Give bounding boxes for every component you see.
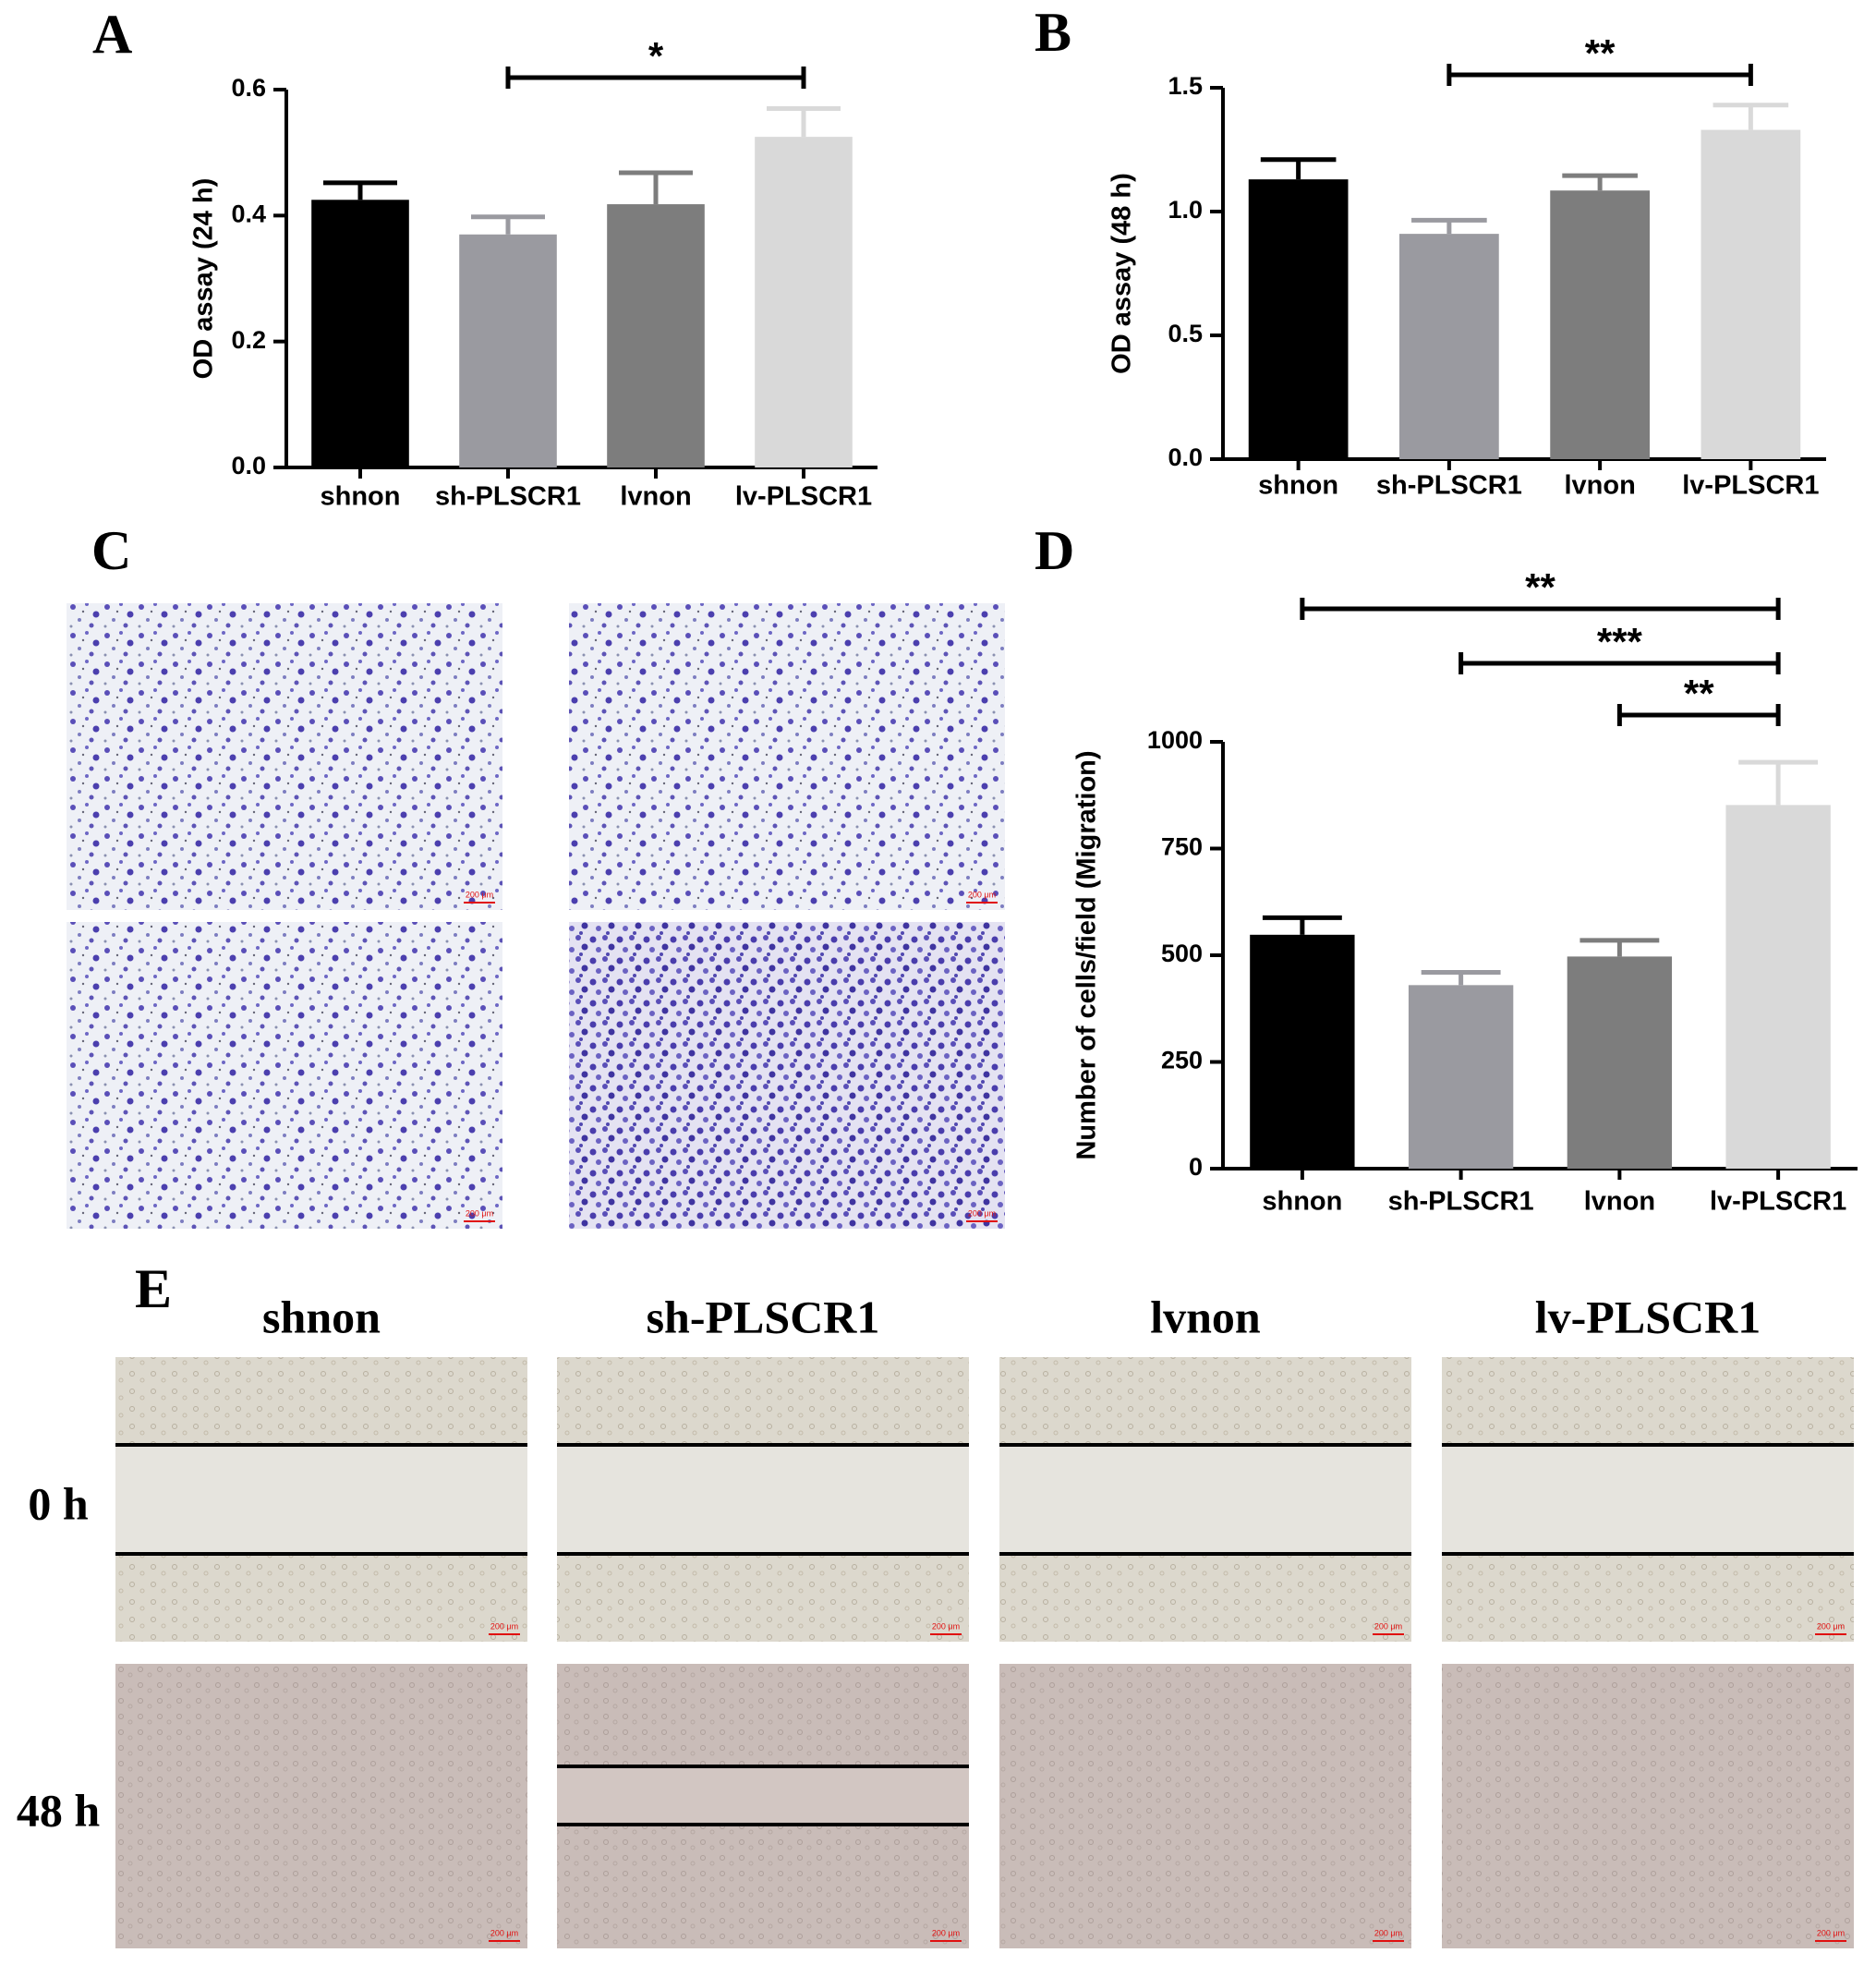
y-tick-label: 750: [1161, 833, 1203, 861]
scale-bar-label: 200 μm: [932, 1621, 960, 1631]
y-tick-label: 0.4: [231, 200, 266, 227]
bar: [1399, 234, 1499, 459]
x-tick-label: lv-PLSCR1: [1682, 471, 1819, 501]
wound-image: [115, 1664, 527, 1948]
scale-bar-label: 200 μm: [1817, 1621, 1845, 1631]
y-tick-label: 0.2: [231, 326, 266, 354]
scale-bar-label: 200 μm: [932, 1928, 960, 1937]
scale-bar-label: 200 μm: [968, 1208, 996, 1218]
bar: [1250, 934, 1355, 1169]
scale-bar-label: 200 μm: [466, 1208, 493, 1218]
wound-gap: [115, 1445, 527, 1554]
wound-image: [1442, 1664, 1854, 1948]
panel-letter: E: [135, 1258, 172, 1319]
y-tick-label: 1.5: [1168, 72, 1203, 100]
x-tick-label: lvnon: [620, 482, 691, 512]
y-tick-label: 0: [1189, 1153, 1203, 1181]
column-header: lv-PLSCR1: [1535, 1291, 1761, 1342]
scale-bar-label: 200 μm: [1374, 1928, 1402, 1937]
x-tick-label: sh-PLSCR1: [1388, 1187, 1534, 1217]
wound-gap: [557, 1766, 969, 1825]
y-tick-label: 500: [1161, 940, 1203, 967]
transwell-image: [569, 603, 1005, 910]
x-tick-label: sh-PLSCR1: [435, 482, 581, 512]
bar: [607, 204, 705, 467]
y-axis-title: OD assay (24 h): [189, 178, 219, 380]
x-tick-label: lvnon: [1564, 471, 1635, 501]
scale-bar-label: 200 μm: [1817, 1928, 1845, 1937]
x-tick-label: shnon: [1262, 1187, 1342, 1217]
transwell-image: [67, 603, 502, 910]
panel-letter: B: [1035, 2, 1071, 63]
scale-bar-label: 200 μm: [968, 890, 996, 899]
scale-bar-label: 200 μm: [1374, 1621, 1402, 1631]
column-header: lvnon: [1150, 1291, 1261, 1342]
bar: [755, 137, 853, 467]
bar: [1725, 805, 1831, 1169]
significance-label: **: [1525, 565, 1555, 609]
x-tick-label: sh-PLSCR1: [1376, 471, 1522, 501]
y-tick-label: 1000: [1147, 726, 1203, 754]
x-tick-label: shnon: [1258, 471, 1338, 501]
transwell-image: [67, 922, 502, 1229]
significance-label: **: [1684, 672, 1714, 715]
panel-letter: A: [92, 4, 132, 65]
x-tick-label: lv-PLSCR1: [1710, 1187, 1846, 1217]
scale-bar-label: 200 μm: [466, 890, 493, 899]
column-header: sh-PLSCR1: [647, 1291, 880, 1342]
y-tick-label: 250: [1161, 1047, 1203, 1074]
wound-gap: [999, 1445, 1411, 1554]
row-label: 48 h: [17, 1784, 101, 1836]
y-tick-label: 0.5: [1168, 320, 1203, 347]
bar: [1567, 956, 1673, 1169]
x-tick-label: shnon: [321, 482, 401, 512]
bar: [459, 234, 557, 467]
panel-letter: D: [1035, 520, 1074, 581]
wound-gap: [1442, 1445, 1854, 1554]
bar: [1701, 129, 1801, 459]
y-tick-label: 0.0: [231, 452, 266, 479]
panel-c-letter: C: [91, 520, 131, 581]
significance-label: ***: [1597, 620, 1643, 663]
scale-bar-label: 200 μm: [490, 1928, 518, 1937]
y-tick-label: 1.0: [1168, 196, 1203, 224]
bar: [1408, 985, 1514, 1169]
wound-gap: [557, 1445, 969, 1554]
significance-label: **: [1585, 31, 1616, 75]
bar: [1550, 190, 1650, 459]
column-header: shnon: [262, 1291, 381, 1342]
wound-image: [999, 1664, 1411, 1948]
scale-bar-label: 200 μm: [490, 1621, 518, 1631]
significance-label: *: [648, 34, 664, 78]
y-axis-title: Number of cells/field (Migration): [1072, 750, 1102, 1159]
y-axis-title: OD assay (48 h): [1107, 173, 1137, 374]
x-tick-label: lv-PLSCR1: [735, 482, 872, 512]
x-tick-label: lvnon: [1584, 1187, 1655, 1217]
bar: [1248, 179, 1349, 459]
bar: [311, 200, 409, 467]
row-label: 0 h: [28, 1477, 89, 1529]
y-tick-label: 0.6: [231, 74, 266, 102]
y-tick-label: 0.0: [1168, 443, 1203, 471]
transwell-image: [569, 922, 1005, 1229]
